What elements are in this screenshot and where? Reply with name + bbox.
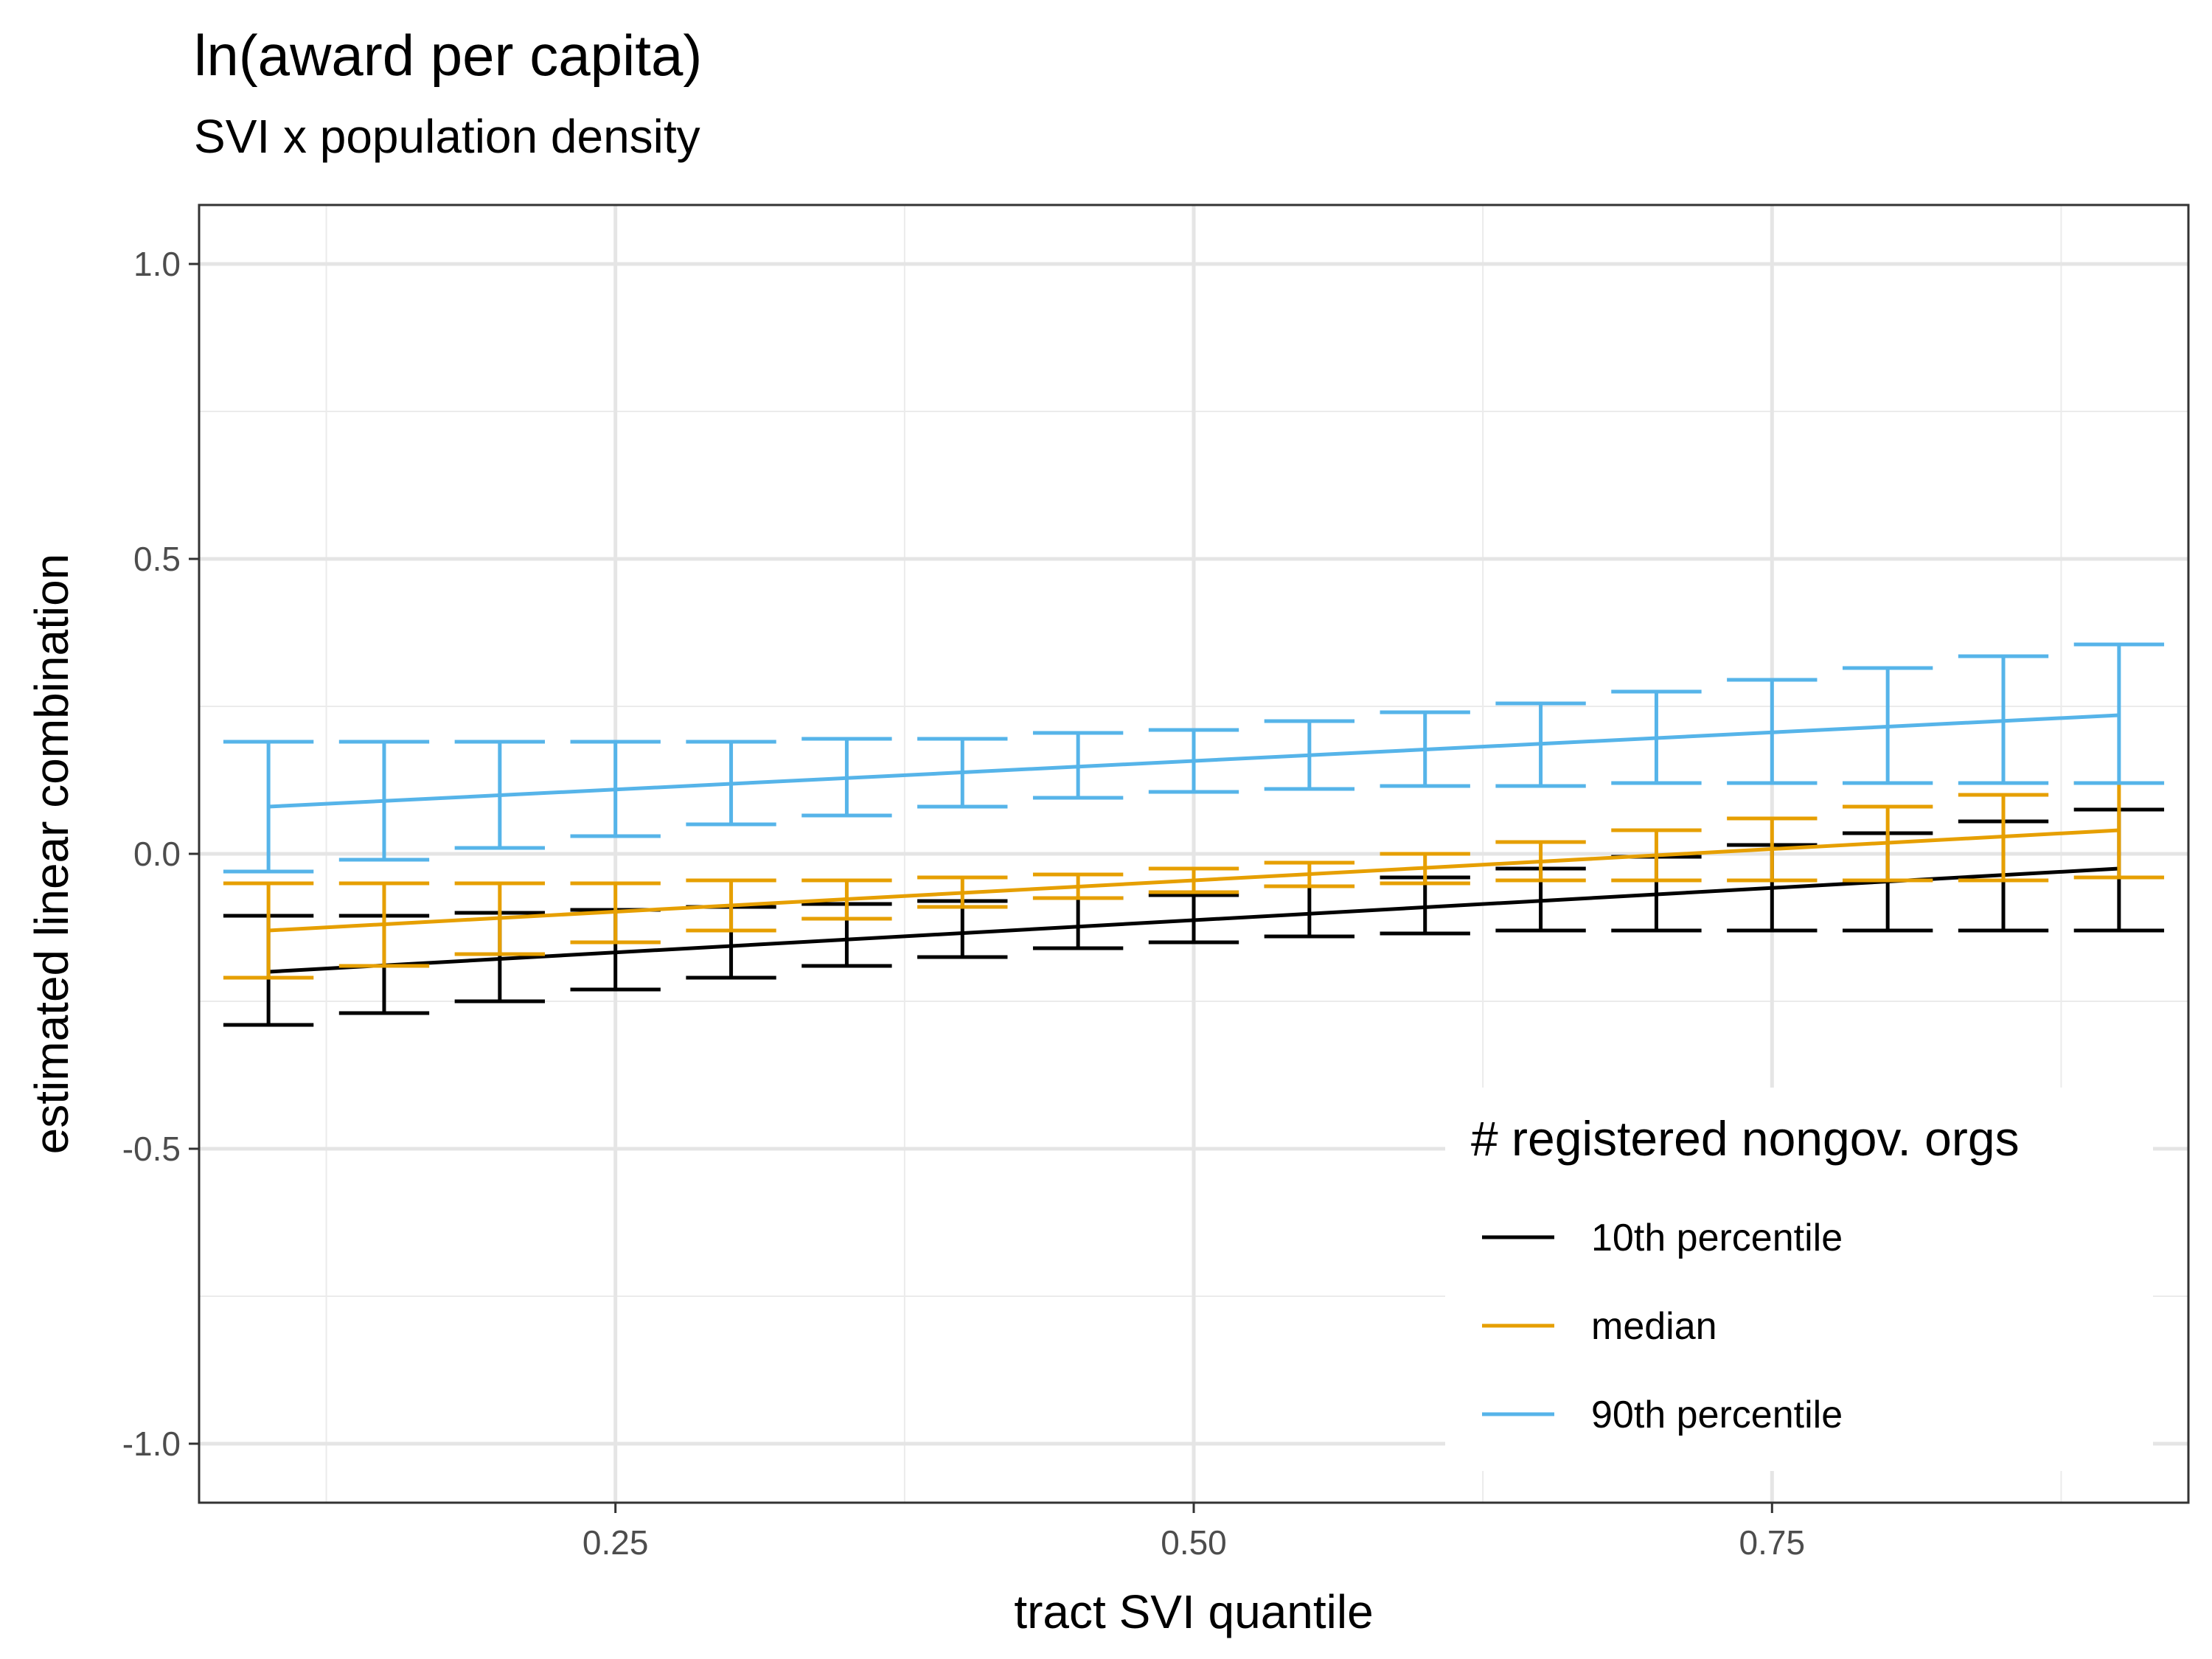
fitted-line bbox=[268, 828, 2120, 933]
legend-box bbox=[1445, 1088, 2153, 1471]
data-marks bbox=[223, 642, 2165, 1027]
chart-title: ln(award per capita) bbox=[194, 23, 703, 88]
y-tick-label: 0.0 bbox=[133, 835, 181, 873]
y-tick-label: 0.5 bbox=[133, 540, 181, 578]
axis-ticks: 0.25 0.50 0.75 -1.0 -0.5 0.0 0.5 1.0 bbox=[122, 245, 1805, 1562]
legend-title: # registered nongov. orgs bbox=[1471, 1111, 2020, 1166]
series-90th-percentile bbox=[223, 642, 2165, 874]
x-tick-label: 0.50 bbox=[1161, 1523, 1227, 1562]
legend-label: 90th percentile bbox=[1591, 1394, 1843, 1436]
y-tick-label: -1.0 bbox=[122, 1425, 181, 1463]
series-median bbox=[223, 781, 2165, 980]
chart-subtitle: SVI x population density bbox=[194, 110, 700, 163]
y-tick-label: -0.5 bbox=[122, 1130, 181, 1168]
x-axis-title: tract SVI quantile bbox=[1014, 1585, 1373, 1638]
legend-label: 10th percentile bbox=[1591, 1217, 1843, 1259]
legend: # registered nongov. orgs 10th percentile… bbox=[1445, 1088, 2153, 1471]
x-tick-label: 0.75 bbox=[1739, 1523, 1806, 1562]
fitted-line bbox=[268, 713, 2120, 809]
y-axis-title: estimated linear combination bbox=[25, 554, 78, 1155]
y-tick-label: 1.0 bbox=[133, 245, 181, 283]
legend-label: median bbox=[1591, 1305, 1717, 1348]
fitted-line bbox=[268, 866, 2120, 974]
x-tick-label: 0.25 bbox=[582, 1523, 649, 1562]
